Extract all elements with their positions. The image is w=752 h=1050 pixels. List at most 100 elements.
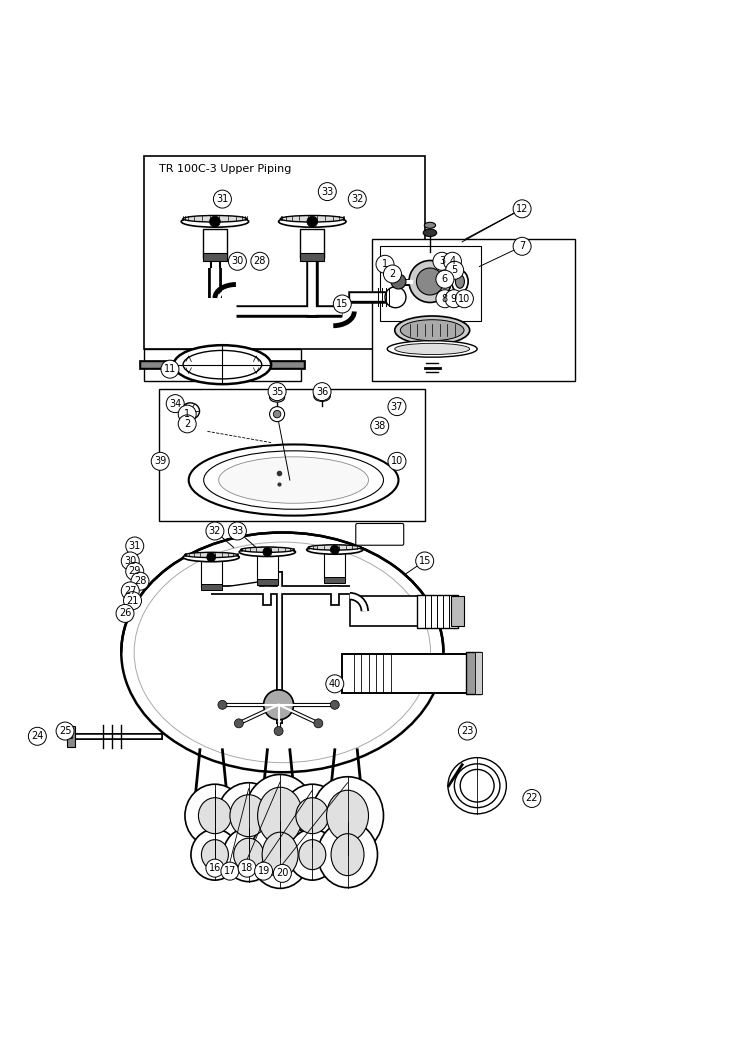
- Ellipse shape: [317, 822, 378, 887]
- Bar: [300, 253, 324, 260]
- Circle shape: [229, 522, 247, 540]
- Circle shape: [445, 290, 463, 308]
- Ellipse shape: [219, 457, 368, 503]
- Ellipse shape: [183, 215, 247, 222]
- Text: 1: 1: [382, 259, 388, 269]
- Circle shape: [433, 252, 451, 270]
- Ellipse shape: [191, 830, 239, 880]
- Circle shape: [459, 722, 477, 740]
- Text: 15: 15: [336, 299, 348, 309]
- Circle shape: [121, 582, 139, 600]
- Ellipse shape: [456, 275, 465, 289]
- Ellipse shape: [288, 830, 336, 880]
- Ellipse shape: [314, 391, 330, 401]
- Bar: [372, 238, 575, 381]
- Text: 15: 15: [419, 555, 431, 566]
- Ellipse shape: [230, 795, 268, 837]
- Bar: [159, 388, 425, 521]
- Ellipse shape: [296, 798, 329, 834]
- Text: 22: 22: [526, 794, 538, 803]
- Circle shape: [513, 200, 531, 217]
- Ellipse shape: [244, 775, 316, 857]
- Text: 16: 16: [209, 863, 221, 874]
- Circle shape: [376, 255, 394, 273]
- Ellipse shape: [241, 547, 294, 552]
- Text: 37: 37: [391, 401, 403, 412]
- Ellipse shape: [452, 270, 468, 293]
- Text: 19: 19: [257, 866, 270, 876]
- Text: 9: 9: [451, 294, 457, 303]
- Circle shape: [409, 260, 451, 302]
- Bar: [324, 576, 345, 583]
- Text: 4: 4: [450, 256, 456, 267]
- Ellipse shape: [395, 343, 470, 355]
- Circle shape: [221, 862, 239, 880]
- Text: 8: 8: [442, 294, 448, 303]
- Text: 31: 31: [217, 194, 229, 204]
- Ellipse shape: [204, 450, 384, 509]
- Ellipse shape: [262, 833, 298, 877]
- Circle shape: [161, 360, 179, 378]
- Bar: [300, 229, 324, 257]
- Ellipse shape: [331, 834, 364, 876]
- Text: 26: 26: [119, 608, 131, 618]
- Circle shape: [416, 552, 434, 570]
- Circle shape: [326, 675, 344, 693]
- Text: 1: 1: [184, 410, 190, 419]
- Circle shape: [330, 700, 339, 710]
- Circle shape: [218, 700, 227, 710]
- Circle shape: [388, 453, 406, 470]
- Bar: [451, 596, 465, 626]
- Text: 10: 10: [391, 457, 403, 466]
- Text: 40: 40: [329, 679, 341, 689]
- Text: 2: 2: [390, 269, 396, 279]
- Ellipse shape: [234, 838, 264, 872]
- Text: 28: 28: [253, 256, 266, 267]
- Circle shape: [229, 252, 247, 270]
- Ellipse shape: [311, 777, 384, 855]
- Circle shape: [56, 722, 74, 740]
- Ellipse shape: [184, 552, 238, 558]
- Circle shape: [523, 790, 541, 807]
- Ellipse shape: [181, 216, 249, 227]
- Circle shape: [131, 572, 149, 590]
- Text: 21: 21: [126, 595, 138, 606]
- Circle shape: [121, 552, 139, 570]
- Circle shape: [178, 415, 196, 433]
- Bar: [380, 247, 481, 321]
- Bar: [203, 229, 227, 257]
- Circle shape: [178, 405, 196, 423]
- Circle shape: [166, 395, 184, 413]
- Circle shape: [371, 417, 389, 435]
- Circle shape: [268, 382, 286, 401]
- Bar: [144, 349, 301, 381]
- Circle shape: [333, 295, 351, 313]
- Text: 33: 33: [232, 526, 244, 536]
- Circle shape: [210, 216, 220, 227]
- Bar: [324, 550, 345, 580]
- Ellipse shape: [202, 840, 229, 869]
- Ellipse shape: [387, 340, 478, 357]
- Circle shape: [391, 274, 406, 289]
- Circle shape: [206, 859, 224, 877]
- Ellipse shape: [395, 316, 470, 344]
- Text: 27: 27: [124, 586, 137, 596]
- Bar: [144, 156, 425, 349]
- Circle shape: [317, 392, 326, 401]
- Text: 3: 3: [439, 256, 445, 267]
- Circle shape: [417, 268, 444, 295]
- Circle shape: [274, 411, 280, 418]
- Circle shape: [388, 398, 406, 416]
- Ellipse shape: [185, 784, 245, 847]
- Ellipse shape: [280, 215, 344, 222]
- Ellipse shape: [282, 784, 342, 847]
- Text: 24: 24: [31, 731, 44, 741]
- Ellipse shape: [180, 403, 199, 419]
- Text: 32: 32: [209, 526, 221, 536]
- Circle shape: [188, 408, 193, 414]
- Ellipse shape: [424, 223, 435, 228]
- Ellipse shape: [400, 319, 464, 340]
- Bar: [203, 253, 227, 260]
- Text: 18: 18: [241, 863, 253, 874]
- Ellipse shape: [258, 788, 302, 844]
